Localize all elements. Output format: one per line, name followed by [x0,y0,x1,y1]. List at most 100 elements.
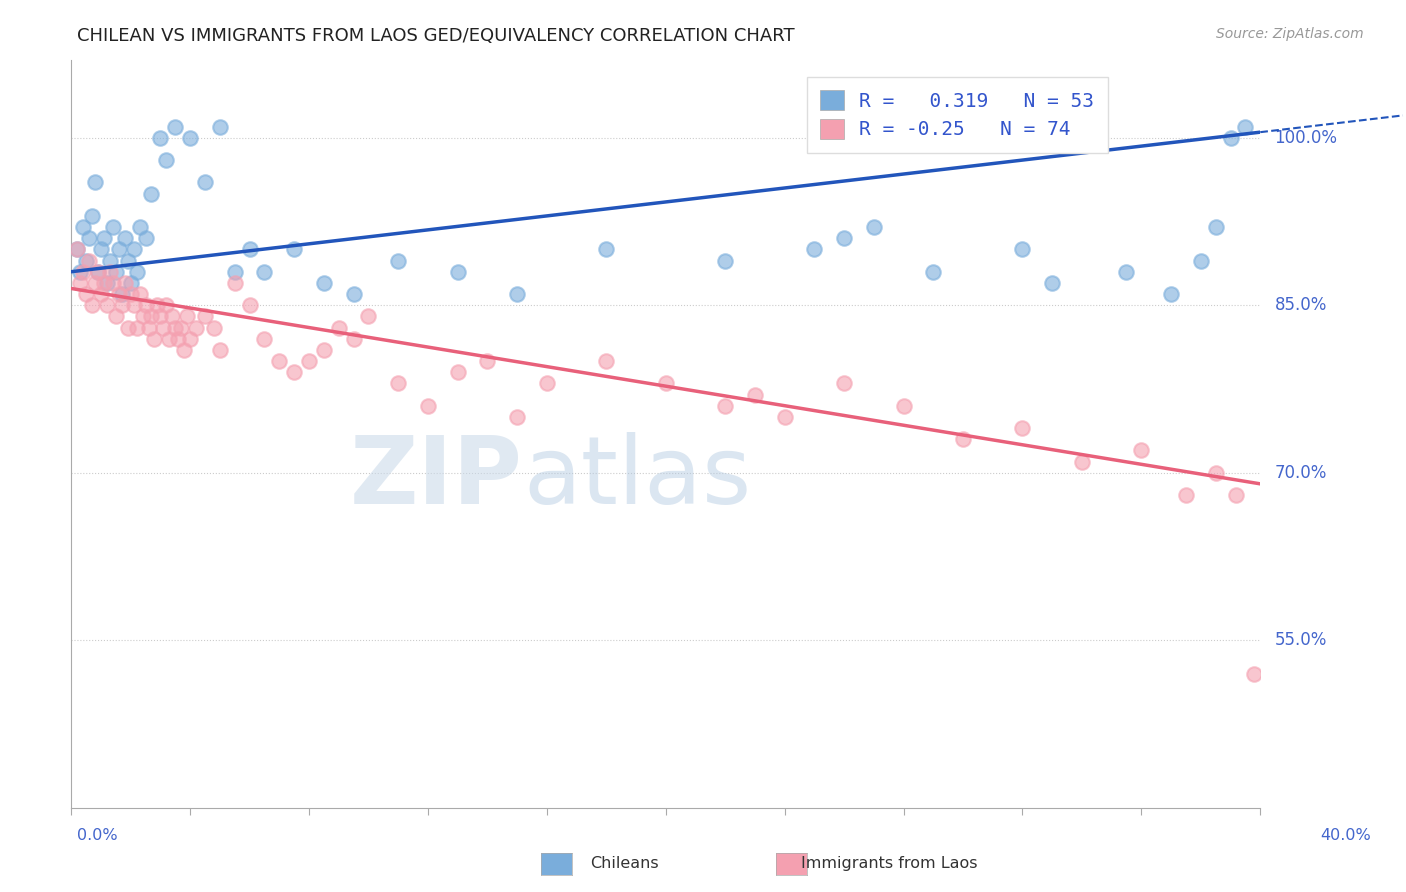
Point [149,310,172,324]
Point [104,265,127,279]
Point [714,253,737,268]
Point [157,332,180,346]
Point [1174,488,1197,502]
Point [120,287,142,301]
Point [1011,421,1033,435]
Point [117,253,139,268]
Point [387,376,409,391]
Text: 85.0%: 85.0% [1274,296,1327,314]
Point [312,276,335,290]
Point [536,376,558,391]
Point [141,310,163,324]
Text: ZIP: ZIP [350,433,523,524]
Point [283,243,305,257]
Point [714,399,737,413]
Point [111,298,134,312]
Legend: R =   0.319   N = 53, R = -0.25   N = 74: R = 0.319 N = 53, R = -0.25 N = 74 [807,77,1108,153]
Point [922,265,945,279]
Point [114,276,136,290]
Point [832,231,855,245]
Point [269,354,291,368]
Point [179,130,201,145]
Point [208,343,231,357]
Point [224,276,246,290]
Point [202,320,225,334]
Point [447,365,470,379]
Point [101,276,124,290]
Point [167,332,190,346]
Point [1225,488,1247,502]
Text: 0.0%: 0.0% [77,828,118,843]
Point [72,265,94,279]
Point [253,332,276,346]
Point [773,409,796,424]
Point [75,253,97,268]
Point [138,320,160,334]
Point [176,310,198,324]
Point [239,298,262,312]
Point [312,343,335,357]
Point [107,243,129,257]
Point [93,231,115,245]
Point [141,186,163,201]
Point [69,276,91,290]
Point [80,298,103,312]
Point [152,320,174,334]
Point [69,265,91,279]
Point [135,231,157,245]
Text: atlas: atlas [523,433,751,524]
Point [387,253,409,268]
Point [343,287,366,301]
Point [1070,454,1092,468]
Point [1205,220,1227,235]
Point [162,310,184,324]
Point [832,376,855,391]
Point [343,332,366,346]
Point [66,243,89,257]
Point [93,276,115,290]
Point [283,365,305,379]
Point [1011,243,1033,257]
Point [173,343,195,357]
Point [1205,466,1227,480]
Point [125,320,148,334]
Point [101,220,124,235]
Point [107,287,129,301]
Point [506,409,529,424]
Point [128,220,150,235]
Point [96,298,118,312]
Point [893,399,915,413]
Point [96,276,118,290]
Point [135,298,157,312]
Point [131,310,153,324]
Point [84,276,107,290]
Text: 70.0%: 70.0% [1274,464,1327,482]
Point [122,243,145,257]
Text: Chileans: Chileans [591,856,659,871]
Point [655,376,678,391]
Point [98,265,121,279]
Point [1243,666,1265,681]
Point [357,310,380,324]
Point [862,220,884,235]
Point [194,175,217,189]
Point [170,320,193,334]
Point [90,243,112,257]
Point [111,287,134,301]
Text: 40.0%: 40.0% [1320,828,1371,843]
Point [194,310,217,324]
Point [84,175,107,189]
Point [1115,265,1137,279]
Point [224,265,246,279]
Point [125,265,148,279]
Point [165,120,187,134]
Point [184,320,207,334]
Point [208,120,231,134]
Point [1219,130,1241,145]
Point [1160,287,1182,301]
Point [114,231,136,245]
Point [143,332,166,346]
Point [155,153,177,167]
Point [803,243,825,257]
Point [1040,276,1063,290]
